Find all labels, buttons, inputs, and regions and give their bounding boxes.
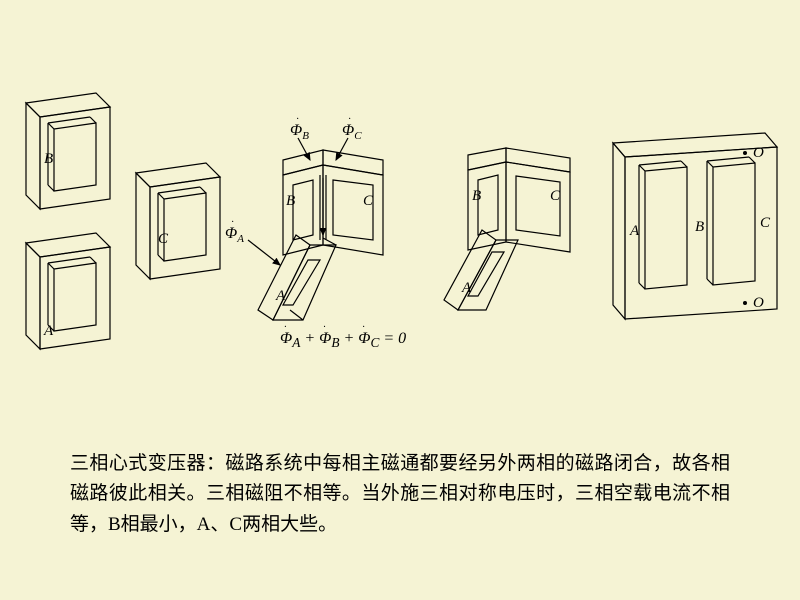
planar-label-c: C [760,215,771,231]
compact-label-c: C [550,188,561,204]
compact-label-a: A [461,280,472,296]
star-label-a: A [275,288,286,304]
phi-a-label: ·ΦA [225,225,244,245]
planar-label-o-top: O [753,145,764,161]
star-label-b: B [286,193,295,209]
planar-label-b: B [695,219,704,235]
planar-label-o-bot: O [753,295,764,311]
star-label-c: C [363,193,374,209]
flux-equation: ·ΦA + ·ΦB + ·ΦC = 0 [280,330,406,351]
core-compact: B C A [418,100,598,320]
core-separate-b: B [18,85,118,215]
core-planar: A B C O O [605,125,785,335]
core-separate-a: A [18,225,118,355]
label-c: C [158,231,169,247]
compact-label-b: B [472,188,481,204]
diagram-area: B A C B C A B [0,40,800,400]
label-a: A [43,323,54,339]
planar-label-a: A [629,223,640,239]
core-star: B C A [228,100,418,340]
core-separate-c: C [128,155,228,285]
phi-b-label: ·ΦB [290,122,309,142]
label-b: B [44,151,53,167]
body-text: 三相心式变压器：磁路系统中每相主磁通都要经另外两相的磁路闭合，故各相磁路彼此相关… [70,449,730,540]
phi-c-label: ·ΦC [342,122,362,142]
